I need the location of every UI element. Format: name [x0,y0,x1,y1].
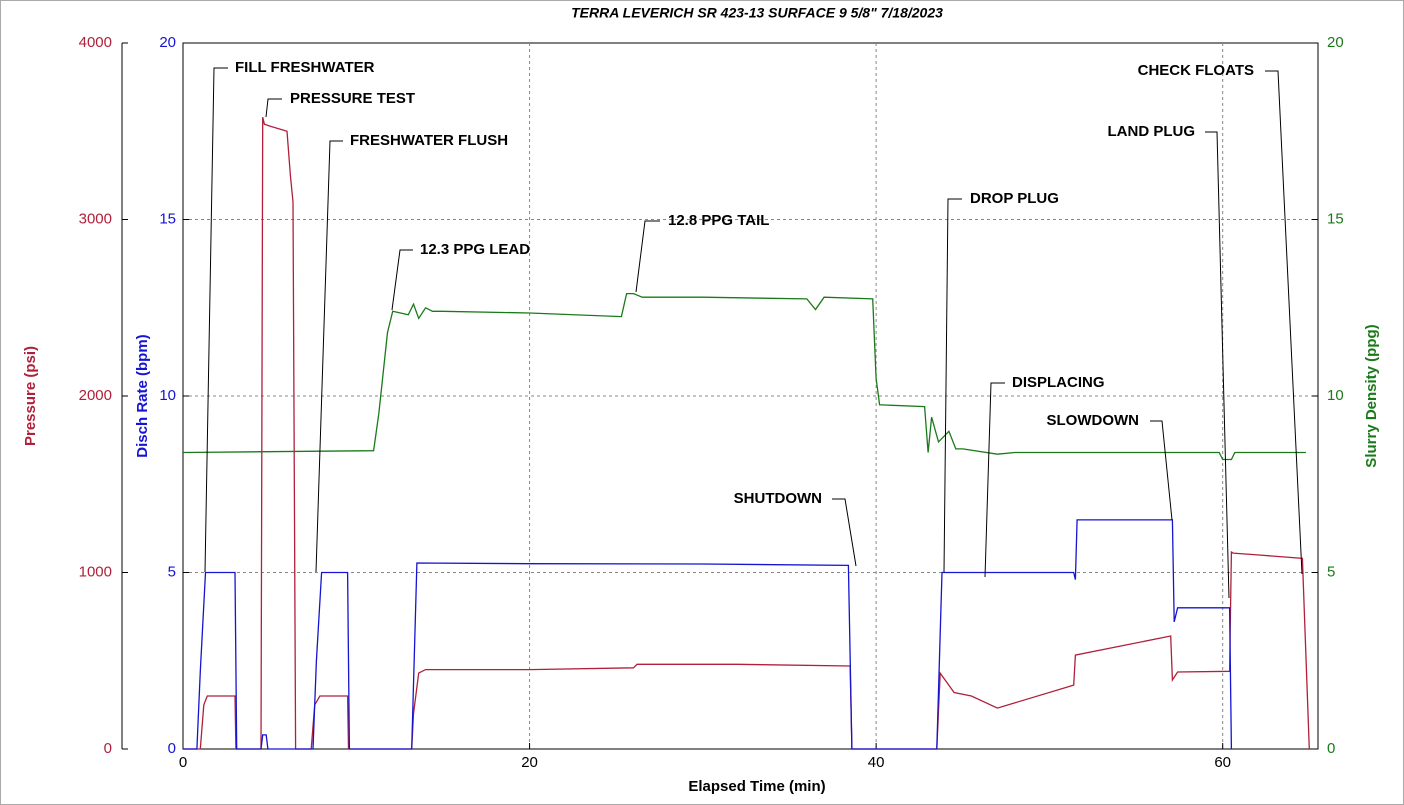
annotation: FILL FRESHWATER [235,59,375,76]
y3-tick-label: 15 [1327,210,1344,227]
annotation: SHUTDOWN [734,490,822,507]
y-axis-label: Pressure (psi) [22,346,39,446]
annotation-leader [1150,420,1173,521]
annotation-leader [1265,70,1303,575]
y-tick-label: 1000 [79,563,112,580]
y3-tick-label: 20 [1327,34,1344,51]
y3-tick-label: 10 [1327,387,1344,404]
annotation: FRESHWATER FLUSH [350,132,508,149]
y2-tick-label: 15 [159,210,176,227]
y3-axis-label: Slurry Density (ppg) [1363,324,1380,467]
y2-tick-label: 10 [159,387,176,404]
annotation-leader [984,382,1005,578]
chart-title: TERRA LEVERICH SR 423-13 SURFACE 9 5/8" … [571,5,943,21]
series-line [183,116,1310,750]
annotation-leader [635,220,660,293]
annotation-leader [391,249,413,311]
series-line [183,519,1233,750]
annotation-leader [943,198,962,573]
annotation-leader [1205,131,1230,599]
y-tick-label: 2000 [79,387,112,404]
y3-tick-label: 0 [1327,740,1335,757]
annotation: SLOWDOWN [1047,412,1139,429]
annotation-leader [204,67,228,573]
annotation-leader [265,98,282,118]
y2-tick-label: 5 [168,563,176,580]
x-tick-label: 20 [521,754,538,771]
annotation: DISPLACING [1012,374,1105,391]
annotation: 12.3 PPG LEAD [420,241,530,258]
y2-tick-label: 0 [168,740,176,757]
y3-tick-label: 5 [1327,563,1335,580]
x-axis-label: Elapsed Time (min) [688,778,825,795]
y-tick-label: 3000 [79,210,112,227]
annotation: CHECK FLOATS [1138,62,1254,79]
y-tick-label: 0 [104,740,112,757]
y-tick-label: 4000 [79,34,112,51]
annotation: LAND PLUG [1108,123,1196,140]
annotation: DROP PLUG [970,190,1059,207]
y2-tick-label: 20 [159,34,176,51]
annotation: 12.8 PPG TAIL [668,212,769,229]
annotation-leader [315,140,343,573]
annotation-leader [832,498,857,567]
x-tick-label: 0 [179,754,187,771]
x-tick-label: 40 [868,754,885,771]
x-tick-label: 60 [1214,754,1231,771]
annotation: PRESSURE TEST [290,90,415,107]
y2-axis-label: Disch Rate (bpm) [134,334,151,457]
series-line [182,292,1306,461]
